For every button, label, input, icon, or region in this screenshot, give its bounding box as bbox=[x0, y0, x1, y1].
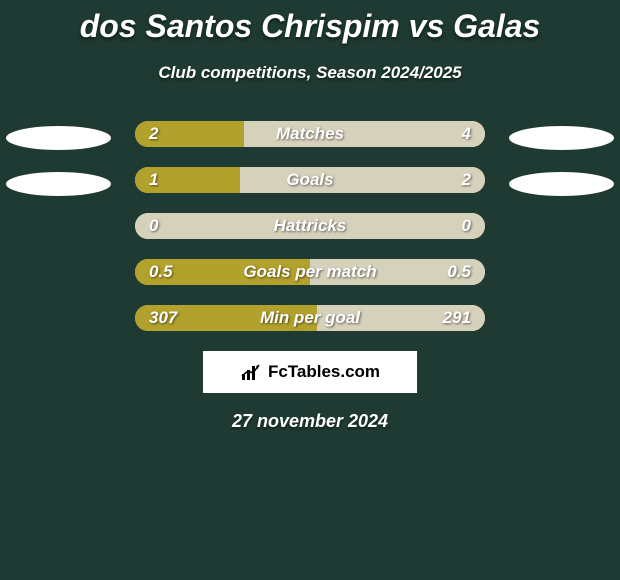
stat-bar: 307291Min per goal bbox=[135, 305, 485, 331]
stat-label: Min per goal bbox=[135, 305, 485, 331]
stat-row: 307291Min per goal bbox=[0, 305, 620, 333]
player-marker-left bbox=[6, 172, 111, 196]
stat-bar: 24Matches bbox=[135, 121, 485, 147]
chart-icon bbox=[240, 362, 262, 382]
player-marker-left bbox=[6, 126, 111, 150]
stat-row: 24Matches bbox=[0, 121, 620, 149]
stat-label: Matches bbox=[135, 121, 485, 147]
stat-row: 12Goals bbox=[0, 167, 620, 195]
stat-rows: 24Matches 12Goals 00Hattricks 0.50.5Goals p… bbox=[0, 121, 620, 333]
player-marker-right bbox=[509, 126, 614, 150]
page-title: dos Santos Chrispim vs Galas bbox=[0, 0, 620, 45]
stat-label: Goals per match bbox=[135, 259, 485, 285]
brand-badge: FcTables.com bbox=[203, 351, 417, 393]
stat-row: 00Hattricks bbox=[0, 213, 620, 241]
stat-label: Goals bbox=[135, 167, 485, 193]
stat-bar: 00Hattricks bbox=[135, 213, 485, 239]
date-text: 27 november 2024 bbox=[0, 411, 620, 432]
player-marker-right bbox=[509, 172, 614, 196]
stat-row: 0.50.5Goals per match bbox=[0, 259, 620, 287]
brand-text: FcTables.com bbox=[268, 362, 380, 382]
stat-label: Hattricks bbox=[135, 213, 485, 239]
stat-bar: 12Goals bbox=[135, 167, 485, 193]
subtitle: Club competitions, Season 2024/2025 bbox=[0, 63, 620, 83]
stat-bar: 0.50.5Goals per match bbox=[135, 259, 485, 285]
